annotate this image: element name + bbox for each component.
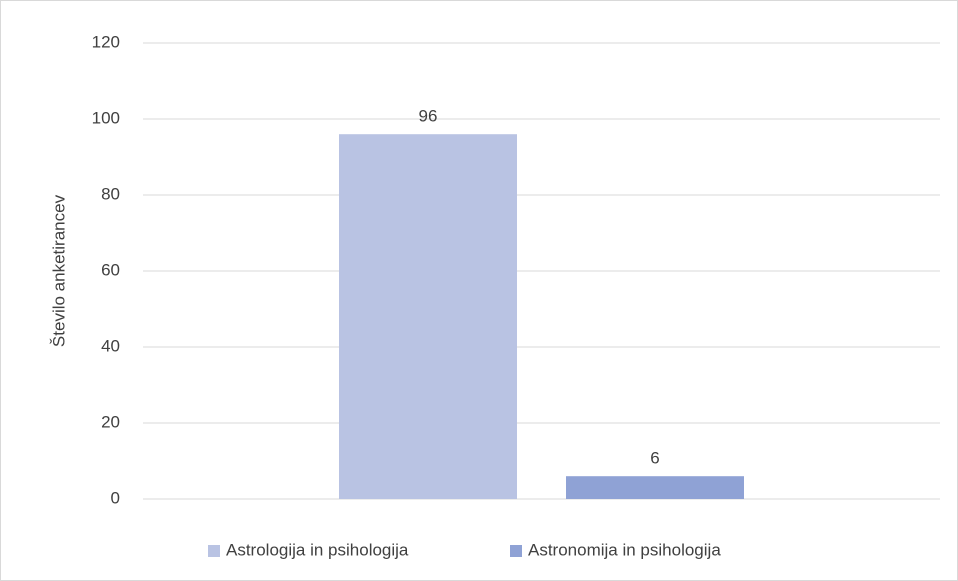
y-tick-label: 0 bbox=[111, 488, 120, 507]
y-tick-label: 120 bbox=[92, 32, 120, 51]
y-axis-label: Število anketirancev bbox=[49, 194, 68, 347]
data-label: 6 bbox=[650, 449, 659, 468]
bar bbox=[566, 476, 744, 499]
y-tick-label: 40 bbox=[101, 336, 120, 355]
data-label: 96 bbox=[419, 107, 438, 126]
bar bbox=[339, 134, 517, 499]
y-tick-label: 100 bbox=[92, 108, 120, 127]
y-tick-label: 60 bbox=[101, 260, 120, 279]
legend-label: Astrologija in psihologija bbox=[226, 540, 409, 559]
legend-swatch bbox=[510, 545, 522, 557]
legend-label: Astronomija in psihologija bbox=[528, 540, 721, 559]
legend-swatch bbox=[208, 545, 220, 557]
y-tick-label: 80 bbox=[101, 184, 120, 203]
y-tick-label: 20 bbox=[101, 412, 120, 431]
